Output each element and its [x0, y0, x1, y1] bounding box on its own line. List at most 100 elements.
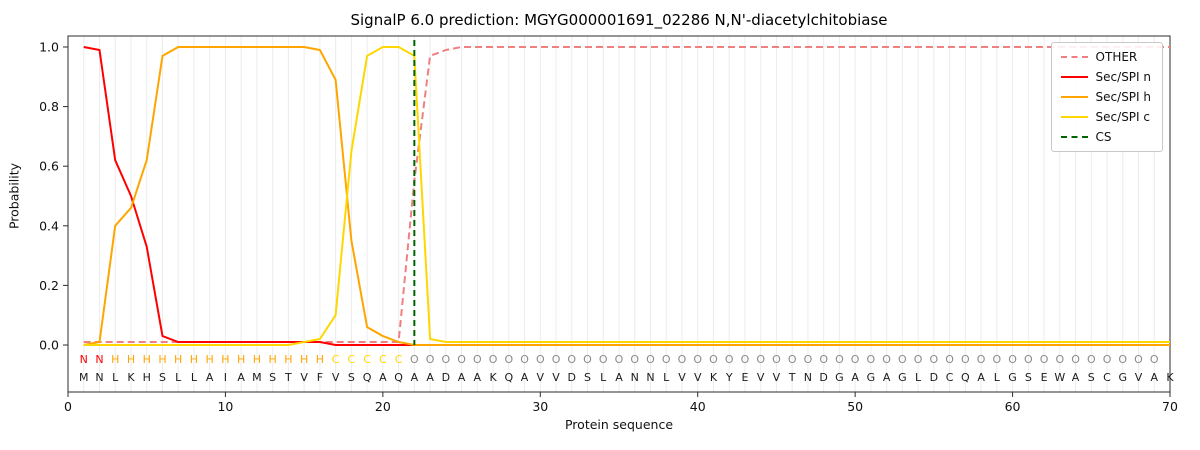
sequence-letter: N [95, 371, 103, 384]
region-label-letter: N [95, 353, 103, 366]
x-tick-label: 20 [375, 399, 391, 414]
sequence-letter: V [552, 371, 560, 384]
region-label-letter: O [1103, 353, 1112, 366]
region-label-letter: O [1024, 353, 1033, 366]
sequence-letter: S [1088, 371, 1095, 384]
y-tick-label: 0.0 [39, 338, 59, 353]
region-label-letter: O [552, 353, 561, 366]
sequence-letter: F [317, 371, 323, 384]
region-label-letter: H [206, 353, 214, 366]
sequence-letter: E [1041, 371, 1048, 384]
region-label-letter: O [835, 353, 844, 366]
sequence-letter: L [994, 371, 1001, 384]
y-axis-label: Probability [6, 162, 22, 230]
sequence-letter: S [584, 371, 591, 384]
sequence-letter: G [835, 371, 844, 384]
sequence-letter: A [474, 371, 482, 384]
sec-spi-c-line-sample-icon [1060, 116, 1088, 118]
sequence-letter: N [631, 371, 639, 384]
sequence-letter: Q [504, 371, 513, 384]
region-label-letter: O [615, 353, 624, 366]
sequence-letter: D [819, 371, 827, 384]
sequence-letter: V [678, 371, 686, 384]
sequence-letter: L [112, 371, 119, 384]
sequence-letter: L [600, 371, 607, 384]
region-label-letter: O [410, 353, 419, 366]
region-label-letter: O [630, 353, 639, 366]
sequence-letter: V [332, 371, 340, 384]
y-tick-label: 0.2 [39, 278, 59, 293]
sequence-letter: K [489, 371, 497, 384]
region-label-letter: O [536, 353, 545, 366]
sequence-letter: L [175, 371, 182, 384]
legend-item-cs: CS [1060, 130, 1151, 144]
y-tick-label: 0.6 [39, 159, 59, 174]
region-label-letter: O [772, 353, 781, 366]
region-label-letter: O [898, 353, 907, 366]
region-label-letter: H [316, 353, 324, 366]
region-label-letter: O [489, 353, 498, 366]
chart-title: SignalP 6.0 prediction: MGYG000001691_02… [350, 11, 888, 29]
legend: OTHER Sec/SPI n Sec/SPI h Sec/SPI c CS [1050, 42, 1163, 152]
plot-border [67, 35, 1171, 393]
sequence-letter: A [977, 371, 985, 384]
x-axis-label: Protein sequence [564, 417, 674, 432]
sequence-letter: M [79, 371, 89, 384]
sequence-letter: D [442, 371, 450, 384]
region-label-letter: O [599, 353, 608, 366]
region-label-letter: O [678, 353, 687, 366]
sequence-letter: C [946, 371, 954, 384]
region-label-letter: O [567, 353, 576, 366]
sequence-letter: V [1135, 371, 1143, 384]
sequence-letter: A [1072, 371, 1080, 384]
sequence-letter: H [143, 371, 151, 384]
region-label-letter: H [221, 353, 229, 366]
y-tick-label: 0.8 [39, 99, 59, 114]
sequence-letter: A [851, 371, 859, 384]
region-label-letter: H [253, 353, 261, 366]
sequence-letter: A [615, 371, 623, 384]
sec-spi-n-line-sample-icon [1060, 76, 1088, 78]
x-tick-label: 30 [532, 399, 548, 414]
region-label-letter: O [693, 353, 702, 366]
sequence-letter: A [411, 371, 419, 384]
legend-item-sec-spi-h: Sec/SPI h [1060, 90, 1151, 104]
x-tick-label: 10 [217, 399, 233, 414]
sequence-letter: S [348, 371, 355, 384]
legend-label-sec-spi-h: Sec/SPI h [1095, 90, 1151, 104]
sequence-letter: L [915, 371, 922, 384]
other-line-sample-icon [1060, 56, 1088, 58]
sequence-letter: L [191, 371, 198, 384]
sequence-letter: G [867, 371, 876, 384]
series-line-sec-spi-n [83, 46, 1170, 346]
region-label-letter: C [363, 353, 371, 366]
region-label-letter: O [725, 353, 734, 366]
sequence-letter: E [741, 371, 748, 384]
sequence-letter: N [804, 371, 812, 384]
region-label-letter: O [819, 353, 828, 366]
legend-item-sec-spi-c: Sec/SPI c [1060, 110, 1151, 124]
sequence-letter: S [269, 371, 276, 384]
region-label-letter: O [520, 353, 529, 366]
cs-line-sample-icon [1060, 136, 1088, 138]
sequence-letter: S [159, 371, 166, 384]
x-tick-label: 70 [1162, 399, 1178, 414]
region-label-letter: O [1055, 353, 1064, 366]
sequence-letter: A [426, 371, 434, 384]
region-label-letter: O [1071, 353, 1080, 366]
sequence-letter: A [883, 371, 891, 384]
region-label-letter: O [867, 353, 876, 366]
sequence-letter: N [646, 371, 654, 384]
x-tick-label: 0 [64, 399, 72, 414]
region-label-letter: O [945, 353, 954, 366]
series-line-sec-spi-c [83, 46, 1170, 346]
sequence-letter: Q [394, 371, 403, 384]
x-tick-label: 40 [690, 399, 706, 414]
sequence-letter: G [1119, 371, 1128, 384]
region-label-letter: O [930, 353, 939, 366]
sequence-letter: W [1054, 371, 1065, 384]
region-label-letter: O [851, 353, 860, 366]
sequence-letter: K [127, 371, 135, 384]
